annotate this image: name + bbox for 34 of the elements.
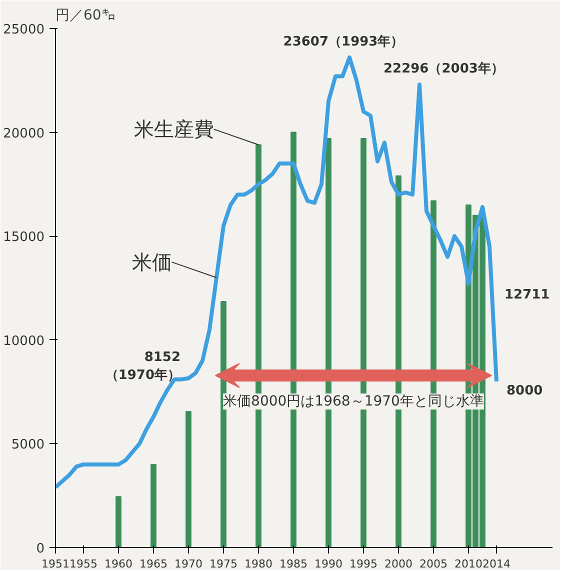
x-tick-label: 1951	[42, 558, 70, 570]
x-tick-label: 1990	[314, 558, 343, 570]
x-tick-label: 1965	[140, 558, 168, 570]
y-tick-label: 0	[36, 542, 45, 556]
y-tick-label: 5000	[11, 438, 45, 453]
bar	[360, 138, 366, 548]
annotation: 米価8000円は1968～1970年と同じ水準	[223, 394, 484, 410]
annotation: 22296（2003年）	[384, 62, 504, 77]
bar	[150, 464, 156, 548]
bar	[116, 496, 122, 548]
y-tick-label: 10000	[3, 334, 45, 349]
bar	[186, 411, 192, 548]
x-tick-label: 1960	[104, 558, 133, 570]
annotation: 8000	[506, 383, 543, 398]
x-tick-label: 2005	[420, 558, 448, 570]
annotation: 8152 （1970年）	[105, 350, 181, 383]
y-tick-label: 15000	[3, 230, 45, 246]
annotation: 12711	[504, 288, 550, 303]
x-tick-label: 2010	[454, 558, 483, 570]
x-tick-label: 2000	[384, 558, 413, 570]
x-tick-label: 1970	[174, 558, 203, 570]
y-tick-label: 25000	[3, 22, 45, 38]
x-tick-label: 1975	[210, 558, 238, 570]
text: 米生産費	[134, 117, 214, 142]
annotation: 23607（1993年）	[283, 34, 404, 50]
text: 米価	[132, 250, 172, 274]
x-tick-label: 1955	[70, 558, 98, 570]
line-series	[56, 55, 498, 490]
x-tick-label: 1980	[244, 558, 273, 570]
x-tick-label: 1995	[350, 558, 378, 570]
y-tick-label: 20000	[3, 126, 45, 142]
x-tick-label: 1985	[280, 558, 308, 570]
y-axis-title: 円／60㌔	[56, 8, 116, 24]
x-tick-label: 2014	[482, 558, 511, 570]
